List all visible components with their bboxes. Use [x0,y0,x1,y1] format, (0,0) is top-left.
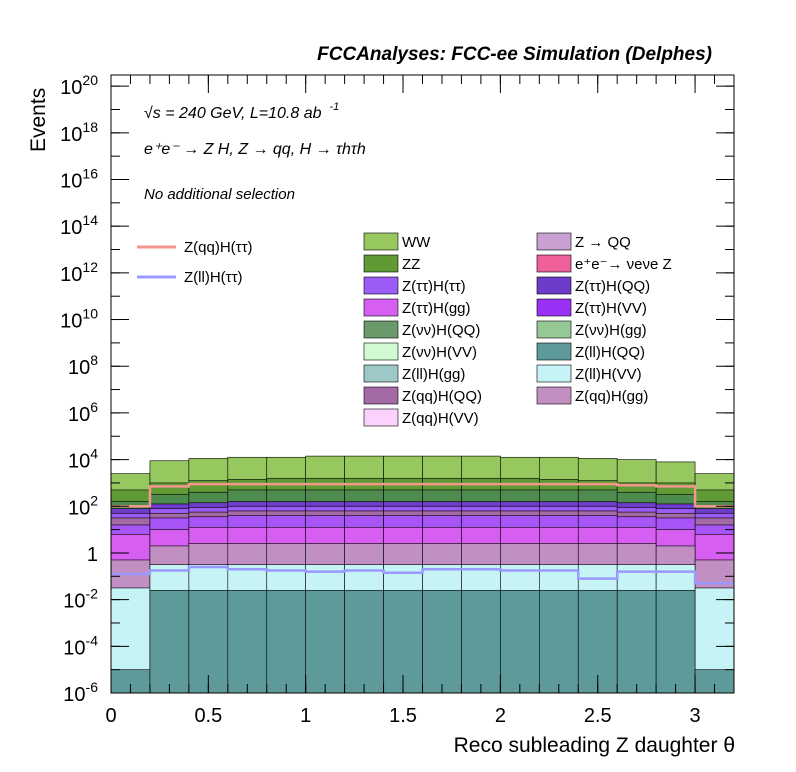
y-tick-label: 10-6 [63,679,98,706]
y-tick-label: 104 [68,446,98,473]
y-tick-label: 1012 [60,259,98,286]
legend-swatch [536,254,572,273]
y-tick-label: 1016 [60,166,98,193]
selection-label: No additional selection [144,186,295,203]
legend-swatch [363,254,399,273]
signal-line [111,565,734,585]
legend-label: e⁺e⁻→ νeνe Z [575,256,672,273]
legend-label: Z(νν)H(QQ) [402,322,480,339]
annotations: √s = 240 GeV, L=10.8 ab -1 e⁺e⁻ → Z H, Z … [144,101,366,203]
energy-label: √s = 240 GeV, L=10.8 ab -1 [144,101,339,122]
x-tick-label: 1.5 [389,705,417,727]
stack-bar [266,589,306,694]
legend: Z(qq)H(ττ) Z(ll)H(ττ) WW Z → QQ ZZ e⁺e⁻→ νeνe… [137,232,672,427]
legend-label: Z(qq)H(VV) [402,410,479,427]
legend-swatch [536,386,572,405]
axes: 0 0.5 1 1.5 2 2.5 3 1020 1018 1016 1014 1012 1010 108… [60,72,735,727]
y-tick-label: 106 [68,399,98,426]
legend-label: Z → QQ [575,234,631,251]
legend-label: Z(νν)H(VV) [402,344,477,361]
histogram-stack [110,455,735,694]
legend-swatch [363,276,399,295]
legend-label: Z(ll)H(QQ) [575,344,645,361]
legend-swatch [363,298,399,317]
y-tick-label: 10-2 [63,586,98,613]
legend-swatch [536,298,572,317]
stack-bar [539,589,579,694]
legend-label: WW [402,234,431,251]
x-tick-label: 1 [300,705,311,727]
stack-bar [655,589,696,694]
stack-bar [305,589,345,694]
legend-swatch [536,276,572,295]
legend-swatch [536,364,572,383]
legend-swatch [363,320,399,339]
legend-label: Z(ll)H(VV) [575,366,642,383]
line-legend-label: Z(ll)H(ττ) [184,269,243,286]
process-label: e⁺e⁻ → Z H, Z → qq, H → τhτh [144,141,366,158]
legend-swatch [363,232,399,251]
stack-bar [616,589,657,694]
legend-swatch [536,232,572,251]
legend-swatch [363,342,399,361]
stack-bar [500,589,540,694]
legend-label: Z(ll)H(gg) [402,366,465,383]
legend-label: ZZ [402,256,420,273]
y-tick-label: 1020 [60,72,98,99]
legend-label: Z(ττ)H(QQ) [575,278,650,295]
x-axis-label: Reco subleading Z daughter θ [454,734,735,757]
y-tick-label: 1010 [60,306,98,333]
legend-label: Z(qq)H(QQ) [402,388,482,405]
x-tick-label: 2.5 [584,705,612,727]
x-tick-label: 0 [105,705,116,727]
y-tick-label: 1014 [60,212,98,239]
line-legend-label: Z(qq)H(ττ) [184,239,253,256]
stack-bar [422,589,462,694]
signal-lines [111,482,734,585]
stack-bar [227,589,268,694]
legend-label: Z(ττ)H(ττ) [402,278,466,295]
x-tick-label: 0.5 [194,705,222,727]
stack-bar [149,589,190,694]
stack-bar [461,589,501,694]
legend-swatch [536,320,572,339]
legend-swatch [363,364,399,383]
signal-line [111,482,734,508]
y-tick-label: 1018 [60,119,98,146]
legend-label: Z(νν)H(gg) [575,322,647,339]
y-tick-label: 10-4 [63,632,98,659]
stack-bar [344,589,384,694]
legend-label: Z(ττ)H(gg) [402,300,471,317]
legend-swatch [363,386,399,405]
y-tick-label: 108 [68,352,98,379]
legend-label: Z(ττ)H(VV) [575,300,647,317]
chart-title: FCCAnalyses: FCC-ee Simulation (Delphes) [317,44,712,65]
legend-label: Z(qq)H(gg) [575,388,648,405]
x-tick-label: 3 [690,705,701,727]
legend-swatch [536,342,572,361]
y-tick-label: 102 [68,492,98,519]
y-tick-label: 1 [87,544,98,566]
x-tick-label: 2 [495,705,506,727]
legend-swatch [363,408,399,427]
y-axis-label: Events [27,88,50,152]
